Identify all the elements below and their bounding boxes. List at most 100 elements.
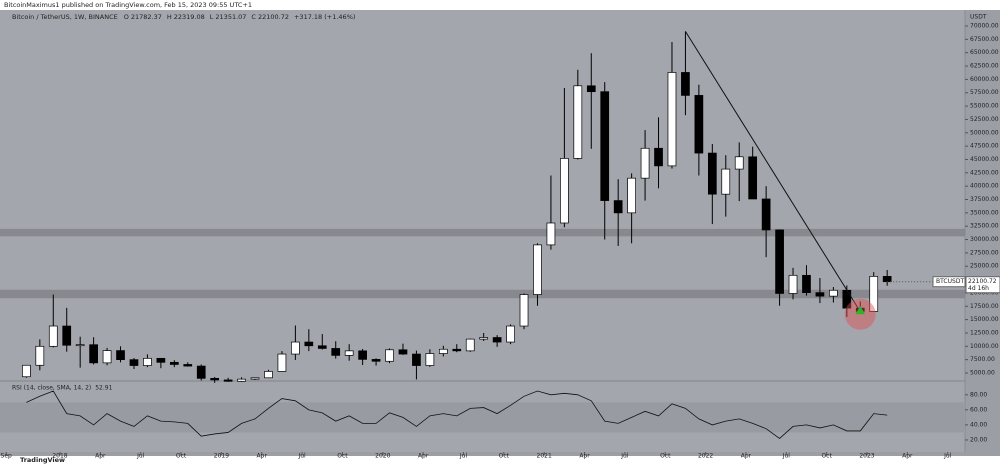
candle-body xyxy=(35,345,45,366)
y-tick-label: 67500.00 xyxy=(970,36,999,43)
candle-body xyxy=(237,378,246,382)
y-tick-label: 55000.00 xyxy=(970,103,999,110)
y-tick-label: 45000.00 xyxy=(970,156,999,163)
x-tick-label: Apr xyxy=(418,453,429,460)
candle-body xyxy=(519,294,529,327)
x-tick-label: Jul xyxy=(620,453,629,460)
candle-body xyxy=(438,348,448,354)
y-tick-label: 15000.00 xyxy=(970,316,999,323)
candle-body xyxy=(358,350,367,360)
candle-body xyxy=(775,229,784,294)
legend-value: 21782.37 xyxy=(131,13,162,21)
up-arrow xyxy=(855,306,866,315)
plot-layer: Bitcoin / TetherUS, 1W, BINANCE O 21782.37… xyxy=(0,13,1000,460)
support-zone xyxy=(0,228,965,237)
x-tick-label: Oct xyxy=(499,453,510,460)
legend-key: O xyxy=(124,13,129,21)
candle-body xyxy=(156,357,166,363)
candle-body xyxy=(291,341,300,355)
candle-body xyxy=(48,325,58,347)
candle-body xyxy=(479,337,489,340)
x-tick-label: Jul xyxy=(136,453,145,460)
symbol-label: BTCUSDT xyxy=(936,278,964,285)
candle-body xyxy=(129,359,139,366)
candle-body xyxy=(573,85,583,159)
x-tick-label: Apr xyxy=(95,453,106,460)
y-tick-label: 62500.00 xyxy=(970,63,999,70)
candle-body xyxy=(250,377,260,380)
candle-body xyxy=(654,147,663,167)
y-tick-label: 42500.00 xyxy=(970,169,999,176)
y-tick-label: 37500.00 xyxy=(970,196,999,203)
candle-body xyxy=(264,371,273,379)
candle-body xyxy=(586,85,596,93)
rsi-tick-label: 40.00 xyxy=(970,421,987,428)
candle-body xyxy=(371,359,381,362)
candle-body xyxy=(89,344,98,364)
legend-value: 21351.07 xyxy=(215,13,246,21)
candle-body xyxy=(707,152,717,195)
candle-body xyxy=(600,91,610,201)
candle-body xyxy=(492,337,502,343)
y-tick-label: 35000.00 xyxy=(970,209,999,216)
candle-body xyxy=(640,147,650,179)
candle-body xyxy=(546,222,556,246)
y-tick-label: 52500.00 xyxy=(970,116,999,123)
candle-body xyxy=(815,292,825,297)
x-tick-label: 2019 xyxy=(214,453,229,460)
candle-body xyxy=(560,158,569,224)
candle-body xyxy=(667,72,677,167)
candle-body xyxy=(721,168,731,195)
candle-body xyxy=(452,348,462,352)
candle-body xyxy=(425,353,435,366)
x-tick-label: Apr xyxy=(257,453,268,460)
rsi-line xyxy=(26,390,888,439)
candle-body xyxy=(802,274,811,294)
y-tick-label: 65000.00 xyxy=(970,49,999,56)
x-tick-label: Jul xyxy=(459,453,468,460)
y-tick-label: 7500.00 xyxy=(970,356,995,363)
x-tick-label: Jul xyxy=(943,453,952,460)
candle-body xyxy=(748,156,758,200)
rsi-title: RSI (14, close, SMA, 14, 2) xyxy=(12,385,91,392)
candle-body xyxy=(398,349,408,355)
rsi-last: 52.91 xyxy=(95,385,112,392)
y-tick-label: 25000.00 xyxy=(970,263,999,270)
y-tick-label: 50000.00 xyxy=(970,129,999,136)
x-tick-label: Sep xyxy=(1,453,13,460)
candle-body xyxy=(183,364,193,367)
y-tick-label: 40000.00 xyxy=(970,183,999,190)
symbol-tag xyxy=(932,276,966,288)
rsi-tick-label: 80.00 xyxy=(970,391,987,398)
candle-body xyxy=(385,349,394,362)
candle-body xyxy=(344,350,354,356)
support-zone xyxy=(0,289,965,299)
candle-body xyxy=(331,348,341,356)
candle-body xyxy=(627,177,636,214)
rsi-tick-label: 60.00 xyxy=(970,406,987,413)
price-tag xyxy=(965,276,1000,294)
candle-body xyxy=(869,276,879,312)
x-tick-label: Oct xyxy=(660,453,671,460)
candle-body xyxy=(169,361,179,365)
y-tick-label: 57500.00 xyxy=(970,89,999,96)
y-tick-label: 12500.00 xyxy=(970,329,999,336)
candle-body xyxy=(75,344,85,347)
candle-body xyxy=(412,353,421,366)
candle-body xyxy=(506,325,515,343)
candle-body xyxy=(223,379,233,382)
candle-body xyxy=(681,72,690,96)
candle-body xyxy=(143,357,152,366)
y-tick-label: 10000.00 xyxy=(970,343,999,350)
candle-body xyxy=(533,244,542,295)
legend-value: 22100.72 xyxy=(258,13,289,21)
legend-symbol: Bitcoin / TetherUS, 1W, BINANCE xyxy=(12,13,118,21)
price-pane xyxy=(0,10,965,380)
candle-body xyxy=(304,341,314,347)
candle-body xyxy=(761,198,771,231)
candle-body xyxy=(196,365,206,379)
candle-body xyxy=(882,276,892,283)
x-tick-label: 2020 xyxy=(375,453,390,460)
candle-body xyxy=(210,377,220,381)
